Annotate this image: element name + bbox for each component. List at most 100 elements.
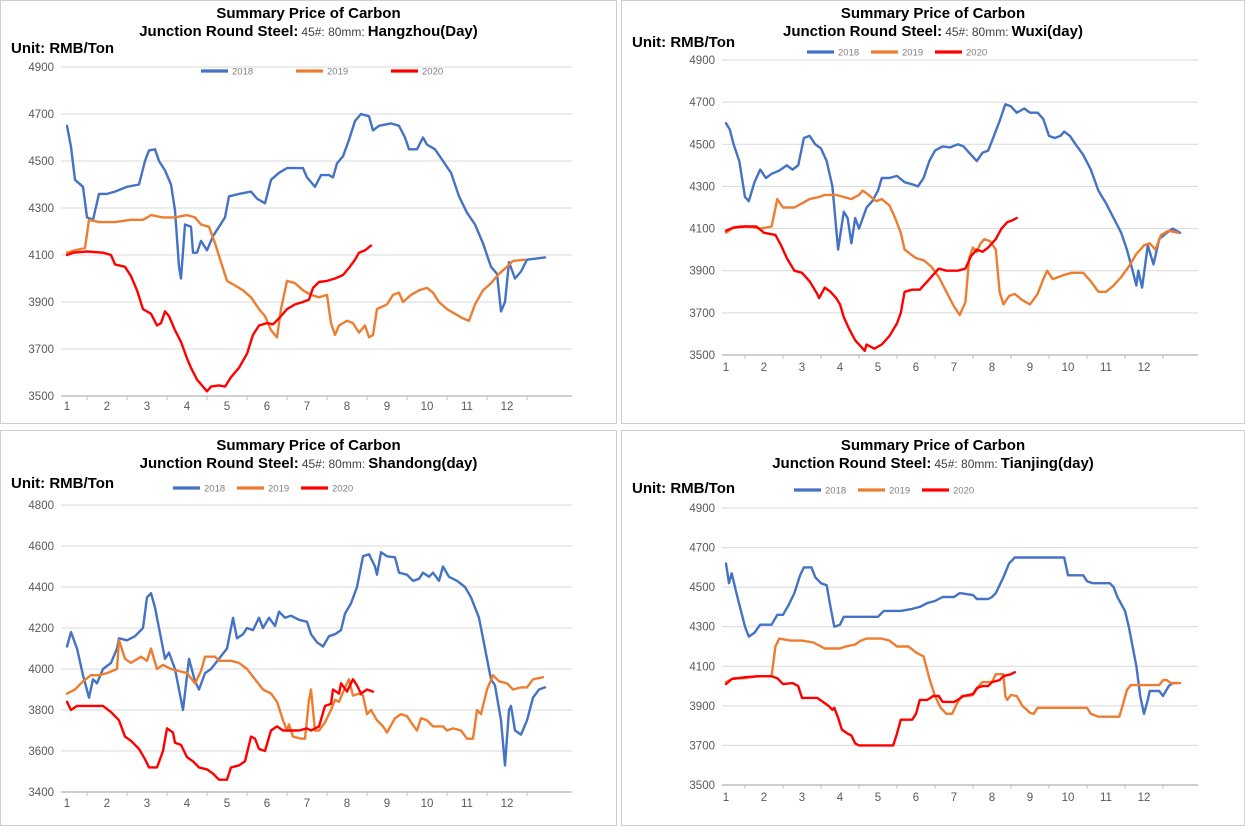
svg-text:4500: 4500 [689, 582, 715, 594]
svg-text:4800: 4800 [28, 500, 54, 512]
unit-label: Unit: RMB/Ton [11, 475, 115, 492]
svg-text:10: 10 [421, 798, 434, 810]
svg-text:9: 9 [1027, 792, 1033, 804]
svg-text:2018: 2018 [232, 67, 253, 78]
svg-text:11: 11 [461, 401, 473, 413]
svg-text:4000: 4000 [28, 664, 54, 676]
svg-text:3: 3 [799, 362, 805, 374]
svg-text:3900: 3900 [689, 266, 715, 278]
svg-text:2: 2 [104, 401, 110, 413]
svg-text:4300: 4300 [689, 181, 715, 193]
svg-text:7: 7 [951, 362, 957, 374]
svg-text:3900: 3900 [689, 701, 715, 713]
svg-text:2020: 2020 [332, 484, 353, 495]
svg-text:4400: 4400 [28, 582, 54, 594]
unit-label: Unit: RMB/Ton [632, 34, 736, 51]
svg-text:7: 7 [951, 792, 957, 804]
svg-text:1: 1 [64, 401, 70, 413]
svg-text:7: 7 [304, 798, 310, 810]
svg-text:8: 8 [989, 362, 995, 374]
svg-text:2018: 2018 [838, 48, 859, 59]
svg-text:1: 1 [723, 792, 729, 804]
svg-text:4200: 4200 [28, 623, 54, 635]
svg-text:4: 4 [837, 362, 844, 374]
svg-text:2018: 2018 [825, 486, 846, 497]
svg-text:10: 10 [1062, 792, 1075, 804]
svg-text:11: 11 [461, 798, 473, 810]
chart-panel-wuxi: 4900 4700 4500 4300 4100 3900 3700 3500 1 2 3 4 5 6 7 8… [621, 0, 1245, 424]
svg-text:3700: 3700 [689, 740, 715, 752]
chart-panel-shandong: 4800 4600 4400 4200 4000 3800 3600 3400 1 2 3 4 5 6 7 8… [0, 430, 617, 826]
svg-text:6: 6 [264, 798, 270, 810]
svg-text:4900: 4900 [689, 503, 715, 515]
svg-text:6: 6 [913, 792, 919, 804]
svg-text:1: 1 [64, 798, 70, 810]
svg-text:6: 6 [913, 362, 919, 374]
svg-text:9: 9 [384, 401, 390, 413]
svg-text:11: 11 [1100, 362, 1112, 374]
svg-text:12: 12 [501, 401, 514, 413]
svg-text:3800: 3800 [28, 705, 54, 717]
svg-text:4500: 4500 [689, 139, 715, 151]
chart-panel-tianjing: 4900 4700 4500 4300 4100 3900 3700 3500 1 2 3 4 5 6 7 8… [621, 430, 1245, 826]
svg-text:2: 2 [761, 362, 767, 374]
svg-text:4900: 4900 [28, 62, 54, 74]
svg-text:2020: 2020 [422, 67, 443, 78]
svg-text:3: 3 [144, 401, 150, 413]
svg-text:4700: 4700 [28, 109, 54, 121]
svg-text:3600: 3600 [28, 746, 54, 758]
unit-label: Unit: RMB/Ton [11, 40, 115, 57]
svg-text:4900: 4900 [689, 55, 715, 67]
svg-text:4100: 4100 [689, 661, 715, 673]
svg-text:3500: 3500 [689, 780, 715, 792]
svg-text:4: 4 [184, 798, 191, 810]
svg-text:5: 5 [875, 362, 881, 374]
svg-text:2: 2 [104, 798, 110, 810]
svg-text:7: 7 [304, 401, 310, 413]
svg-text:2019: 2019 [902, 48, 923, 59]
svg-text:2019: 2019 [327, 67, 348, 78]
svg-text:10: 10 [1062, 362, 1075, 374]
svg-text:6: 6 [264, 401, 270, 413]
svg-text:3400: 3400 [28, 787, 54, 799]
svg-text:4: 4 [837, 792, 844, 804]
svg-text:2: 2 [761, 792, 767, 804]
svg-text:4700: 4700 [689, 543, 715, 555]
svg-text:12: 12 [1138, 362, 1151, 374]
svg-text:8: 8 [989, 792, 995, 804]
unit-label: Unit: RMB/Ton [632, 480, 736, 497]
svg-text:2019: 2019 [268, 484, 289, 495]
svg-text:4300: 4300 [28, 203, 54, 215]
svg-text:3900: 3900 [28, 297, 54, 309]
svg-text:11: 11 [1100, 792, 1112, 804]
svg-text:2020: 2020 [953, 486, 974, 497]
svg-text:9: 9 [1027, 362, 1033, 374]
svg-text:3700: 3700 [28, 344, 54, 356]
chart-panel-hangzhou: 4900 4700 4500 4300 4100 3900 3700 3500 1 2 3 4 5 6 7 8… [0, 0, 617, 424]
svg-text:4100: 4100 [28, 250, 54, 262]
svg-text:4100: 4100 [689, 224, 715, 236]
svg-text:3500: 3500 [28, 391, 54, 403]
svg-text:12: 12 [501, 798, 514, 810]
svg-text:5: 5 [875, 792, 881, 804]
svg-text:4: 4 [184, 401, 191, 413]
svg-text:2018: 2018 [204, 484, 225, 495]
svg-text:3500: 3500 [689, 350, 715, 362]
svg-text:9: 9 [384, 798, 390, 810]
svg-text:4300: 4300 [689, 622, 715, 634]
svg-text:8: 8 [344, 798, 350, 810]
svg-text:5: 5 [224, 401, 230, 413]
svg-text:4600: 4600 [28, 541, 54, 553]
svg-text:12: 12 [1138, 792, 1151, 804]
svg-text:8: 8 [344, 401, 350, 413]
svg-text:5: 5 [224, 798, 230, 810]
svg-text:4500: 4500 [28, 156, 54, 168]
svg-text:3: 3 [799, 792, 805, 804]
svg-text:1: 1 [723, 362, 729, 374]
svg-text:2019: 2019 [889, 486, 910, 497]
svg-text:10: 10 [421, 401, 434, 413]
svg-text:2020: 2020 [966, 48, 987, 59]
